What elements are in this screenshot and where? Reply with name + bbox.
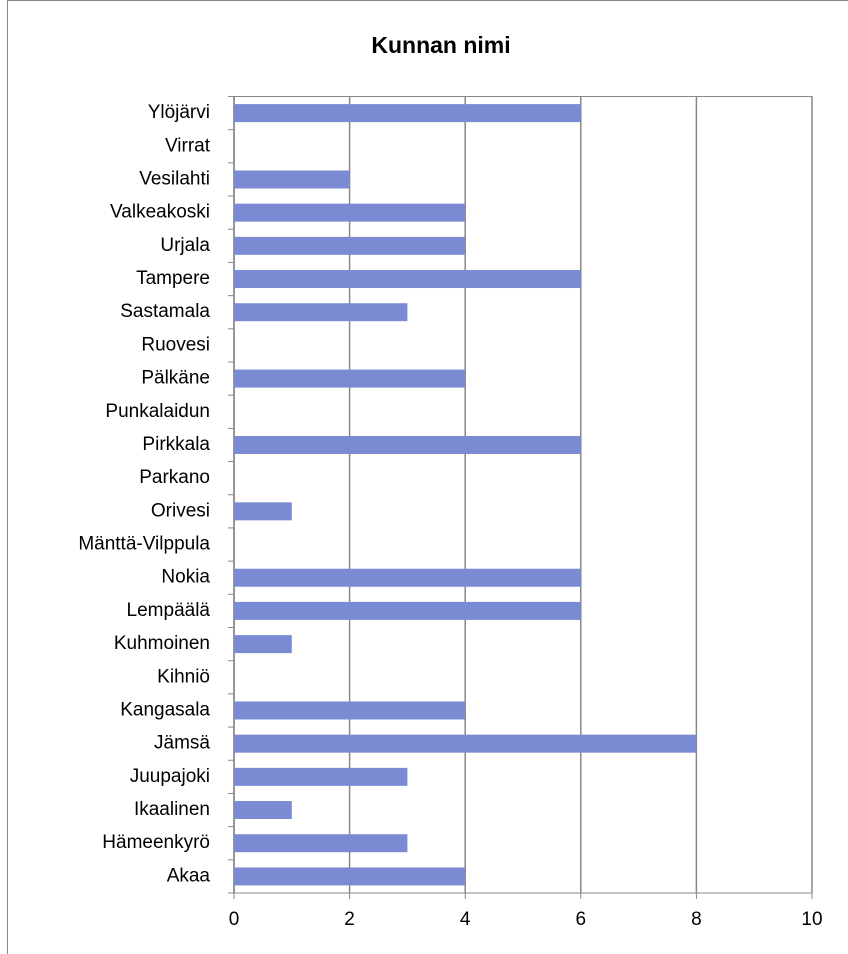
bar xyxy=(234,270,581,289)
x-tick-label: 8 xyxy=(691,909,702,930)
y-tick-label: Nokia xyxy=(161,567,210,588)
bar xyxy=(234,568,581,587)
bar xyxy=(234,170,350,189)
bar xyxy=(234,834,408,853)
y-tick-label: Juupajoki xyxy=(130,766,210,787)
y-tick-label: Punkalaidun xyxy=(105,401,210,422)
x-tick-label: 10 xyxy=(801,909,822,930)
bar xyxy=(234,104,581,123)
bar xyxy=(234,203,466,222)
bar xyxy=(234,303,408,322)
bar xyxy=(234,867,466,886)
bar xyxy=(234,236,466,255)
chart-title: Kunnan nimi xyxy=(371,32,510,58)
x-tick-label: 2 xyxy=(344,909,355,930)
bar xyxy=(234,369,466,388)
bar xyxy=(234,435,581,454)
y-tick-label: Ikaalinen xyxy=(134,799,210,820)
y-tick-label: Virrat xyxy=(165,135,211,156)
y-tick-label: Kihniö xyxy=(157,666,210,687)
y-tick-label: Orivesi xyxy=(151,500,210,521)
y-tick-label: Pirkkala xyxy=(142,434,210,455)
y-tick-label: Pälkäne xyxy=(141,368,210,389)
y-tick-label: Mänttä-Vilppula xyxy=(78,534,210,555)
y-tick-label: Ruovesi xyxy=(141,334,210,355)
y-tick-label: Kuhmoinen xyxy=(114,633,210,654)
chart-border xyxy=(7,0,848,954)
bar xyxy=(234,502,292,521)
y-tick-label: Sastamala xyxy=(120,301,210,322)
y-tick-label: Lempäälä xyxy=(127,600,211,621)
y-tick-label: Tampere xyxy=(136,268,210,289)
y-tick-label: Kangasala xyxy=(120,699,210,720)
bar xyxy=(234,801,292,820)
bar xyxy=(234,701,466,720)
y-tick-label: Ylöjärvi xyxy=(148,102,210,123)
y-tick-label: Urjala xyxy=(160,235,210,256)
bar xyxy=(234,767,408,786)
y-tick-label: Parkano xyxy=(139,467,210,488)
bar xyxy=(234,635,292,654)
x-tick-label: 6 xyxy=(576,909,587,930)
y-tick-label: Vesilahti xyxy=(139,168,210,189)
bar xyxy=(234,734,697,753)
y-tick-label: Hämeenkyrö xyxy=(102,832,210,853)
y-tick-label: Valkeakoski xyxy=(110,202,210,223)
x-tick-label: 4 xyxy=(460,909,471,930)
bar xyxy=(234,601,581,620)
y-tick-label: Akaa xyxy=(167,865,211,886)
x-tick-label: 0 xyxy=(229,909,240,930)
y-tick-label: Jämsä xyxy=(154,733,210,754)
